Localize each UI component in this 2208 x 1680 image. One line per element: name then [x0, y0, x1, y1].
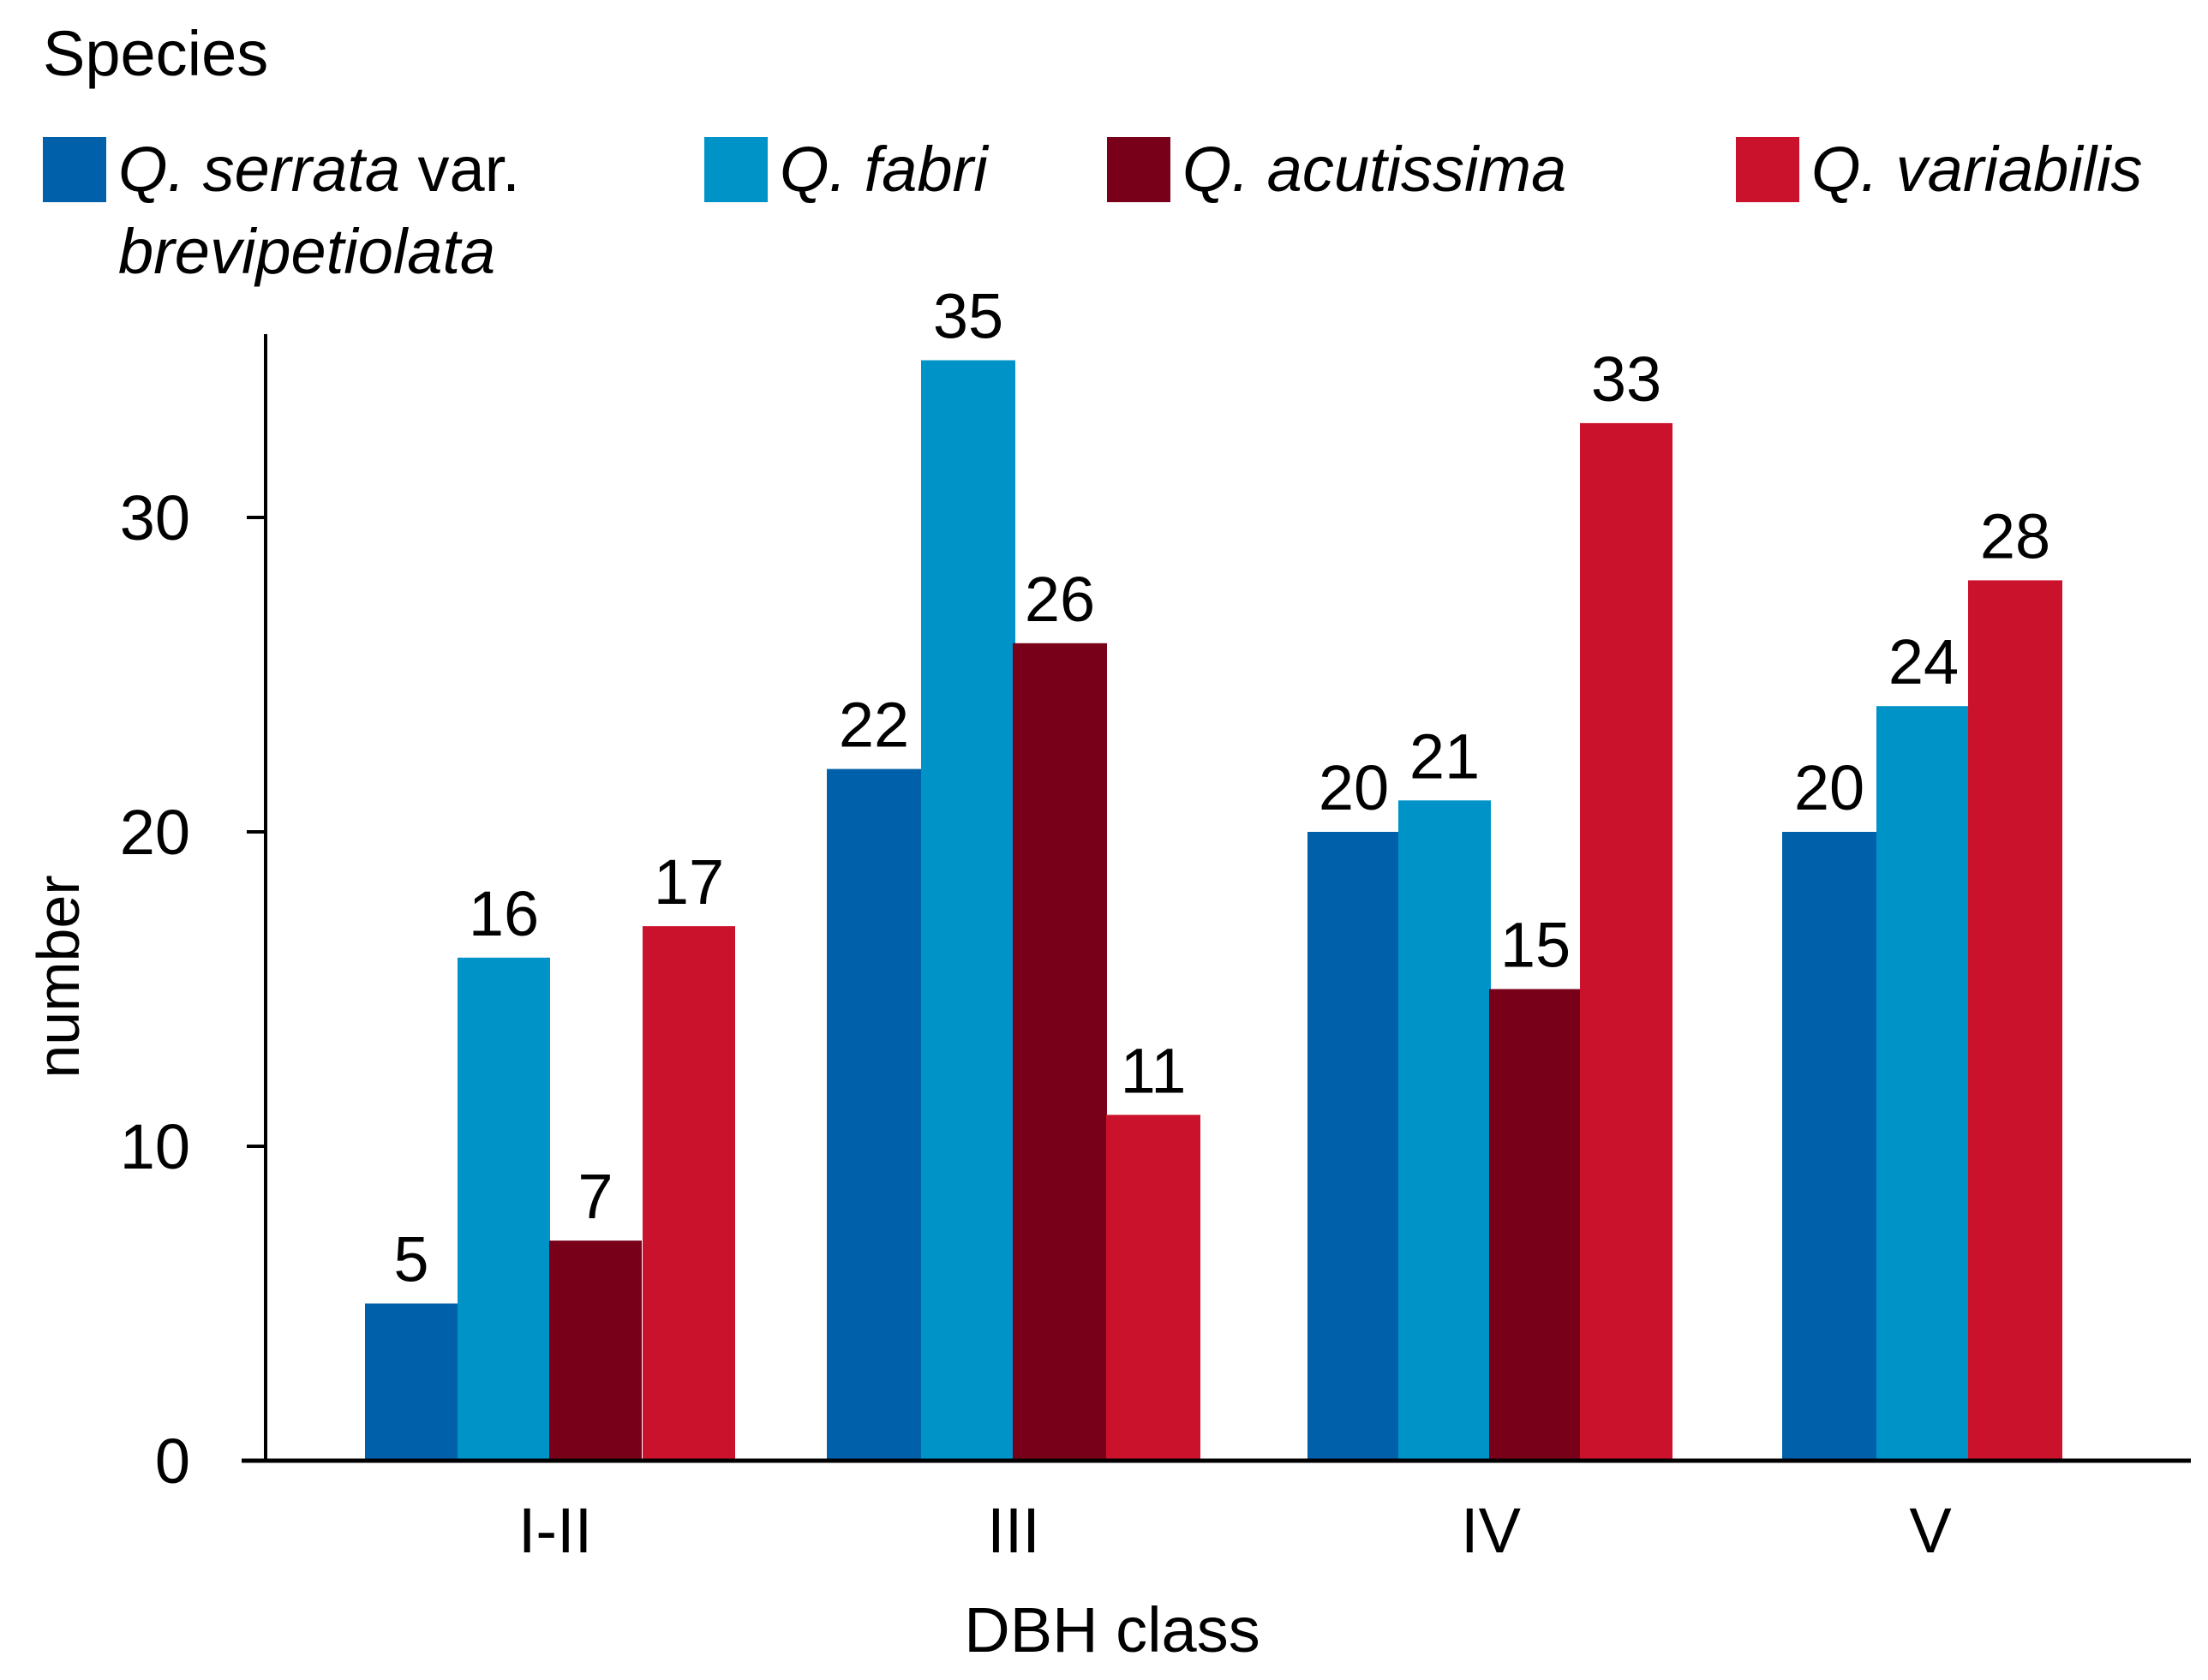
- x-tick-label-v: V: [1909, 1495, 1952, 1566]
- y-tick-label-10: 10: [120, 1111, 190, 1182]
- bar-iii-q-acutissima: [1013, 643, 1107, 1461]
- legend-label-q-serrata-subspecies: brevipetiolata: [118, 216, 496, 287]
- bar-v-q-serrata-var-brevipetiolata: [1782, 832, 1876, 1461]
- y-tick-label-0: 0: [155, 1426, 190, 1497]
- bar-i-ii-q-serrata-var-brevipetiolata: [365, 1303, 458, 1461]
- data-label-v-q-serrata-var-brevipetiolata: 20: [1794, 752, 1864, 823]
- legend-swatch-q-variabilis: [1736, 137, 1799, 202]
- legend-label-q-serrata-species: Q. serrata: [118, 134, 400, 205]
- data-label-i-ii-q-serrata-var-brevipetiolata: 5: [393, 1224, 428, 1295]
- data-label-iii-q-serrata-var-brevipetiolata: 22: [839, 690, 909, 761]
- legend-label-q-acutissima: Q. acutissima: [1182, 134, 1567, 205]
- bar-i-ii-q-fabri: [458, 957, 550, 1461]
- legend-item-q-fabri: Q. fabri: [704, 129, 988, 211]
- legend-item-q-variabilis: Q. variabilis: [1736, 129, 2143, 211]
- legend-swatch-q-serrata: [43, 137, 106, 202]
- data-label-iv-q-variabilis: 33: [1591, 344, 1661, 415]
- legend-title: Species: [43, 18, 269, 89]
- bar-iii-q-variabilis: [1106, 1115, 1200, 1461]
- bar-iv-q-serrata-var-brevipetiolata: [1307, 832, 1400, 1461]
- bar-v-q-fabri: [1876, 706, 1971, 1461]
- data-label-iv-q-acutissima: 15: [1500, 910, 1571, 981]
- y-tick-label-20: 20: [120, 797, 190, 868]
- data-label-iii-q-acutissima: 26: [1025, 564, 1095, 635]
- bar-iii-q-fabri: [921, 360, 1015, 1461]
- y-axis-title: number: [25, 875, 92, 1078]
- bar-v-q-variabilis: [1968, 580, 2062, 1461]
- bar-iv-q-acutissima: [1489, 989, 1582, 1461]
- x-tick-label-iii: III: [987, 1495, 1040, 1566]
- data-label-iv-q-serrata-var-brevipetiolata: 20: [1319, 752, 1389, 823]
- bar-i-ii-q-acutissima: [549, 1241, 642, 1461]
- data-label-v-q-variabilis: 28: [1980, 500, 2050, 571]
- data-label-v-q-fabri: 24: [1888, 626, 1959, 697]
- legend-item-q-serrata: Q. serrata var. brevipetiolata: [43, 129, 520, 293]
- data-label-i-ii-q-variabilis: 17: [654, 846, 724, 918]
- data-label-iii-q-variabilis: 11: [1121, 1035, 1187, 1106]
- legend-label-q-serrata-var: var.: [400, 134, 520, 205]
- data-label-iv-q-fabri: 21: [1409, 720, 1480, 792]
- legend-label-q-variabilis: Q. variabilis: [1811, 134, 2143, 205]
- data-label-iii-q-fabri: 35: [933, 281, 1003, 352]
- x-axis-title: DBH class: [964, 1594, 1260, 1665]
- data-label-i-ii-q-acutissima: 7: [577, 1161, 613, 1232]
- bar-iv-q-fabri: [1398, 800, 1491, 1461]
- y-tick-label-30: 30: [120, 482, 190, 553]
- bar-iv-q-variabilis: [1580, 422, 1672, 1461]
- bar-iii-q-serrata-var-brevipetiolata: [827, 768, 921, 1461]
- x-tick-label-iv: IV: [1461, 1495, 1522, 1566]
- legend-swatch-q-acutissima: [1107, 137, 1170, 202]
- x-tick-label-i-ii: I-II: [518, 1495, 592, 1566]
- legend-label-q-fabri: Q. fabri: [780, 134, 988, 205]
- legend-item-q-acutissima: Q. acutissima: [1107, 129, 1566, 211]
- legend-swatch-q-fabri: [704, 137, 768, 202]
- data-label-i-ii-q-fabri: 16: [469, 878, 539, 949]
- bar-i-ii-q-variabilis: [643, 926, 735, 1461]
